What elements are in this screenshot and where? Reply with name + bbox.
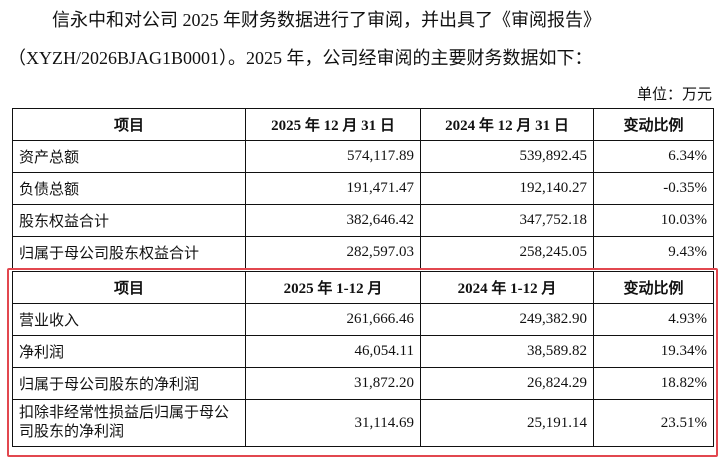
table-row: 归属于母公司股东权益合计 282,597.03 258,245.05 9.43%: [12, 236, 714, 269]
row-label: 归属于母公司股东权益合计: [12, 236, 246, 269]
change-ratio: 6.34%: [593, 140, 714, 173]
change-ratio: 9.43%: [593, 236, 714, 269]
header-2025: 2025 年 1-12 月: [245, 271, 421, 304]
table-row: 负债总额 191,471.47 192,140.27 -0.35%: [12, 172, 714, 205]
row-label: 股东权益合计: [12, 204, 246, 237]
table-row: 股东权益合计 382,646.42 347,752.18 10.03%: [12, 204, 714, 237]
value-2025: 382,646.42: [245, 204, 421, 237]
value-2024: 26,824.29: [420, 367, 594, 400]
unit-label: 单位：万元: [636, 87, 712, 103]
change-ratio: 19.34%: [593, 335, 714, 368]
value-2025: 574,117.89: [245, 140, 421, 173]
row-label: 归属于母公司股东的净利润: [12, 367, 246, 400]
value-2025: 282,597.03: [245, 236, 421, 269]
row-label: 扣除非经常性损益后归属于母公司股东的净利润: [12, 399, 246, 447]
header-change: 变动比例: [593, 108, 714, 141]
table-row: 归属于母公司股东的净利润 31,872.20 26,824.29 18.82%: [12, 367, 714, 400]
table-row: 营业收入 261,666.46 249,382.90 4.93%: [12, 303, 714, 336]
paragraph-line-1: 信永中和对公司 2025 年财务数据进行了审阅，并出具了《审阅报告》: [52, 10, 601, 30]
change-ratio: 10.03%: [593, 204, 714, 237]
value-2025: 31,114.69: [245, 399, 421, 447]
table-header-row: 项目 2025 年 12 月 31 日 2024 年 12 月 31 日 变动比…: [12, 108, 714, 141]
table-row: 扣除非经常性损益后归属于母公司股东的净利润 31,114.69 25,191.14 2…: [12, 399, 714, 447]
value-2025: 46,054.11: [245, 335, 421, 368]
income-table: 项目 2025 年 1-12 月 2024 年 1-12 月 变动比例 营业收入…: [12, 271, 714, 447]
value-2025: 31,872.20: [245, 367, 421, 400]
balance-sheet-table: 项目 2025 年 12 月 31 日 2024 年 12 月 31 日 变动比…: [12, 108, 714, 269]
table-row: 资产总额 574,117.89 539,892.45 6.34%: [12, 140, 714, 173]
change-ratio: -0.35%: [593, 172, 714, 205]
value-2024: 539,892.45: [420, 140, 594, 173]
value-2024: 38,589.82: [420, 335, 594, 368]
header-change: 变动比例: [593, 271, 714, 304]
header-item: 项目: [12, 271, 246, 304]
value-2024: 249,382.90: [420, 303, 594, 336]
value-2024: 192,140.27: [420, 172, 594, 205]
row-label: 资产总额: [12, 140, 246, 173]
header-2025: 2025 年 12 月 31 日: [245, 108, 421, 141]
table-header-row: 项目 2025 年 1-12 月 2024 年 1-12 月 变动比例: [12, 271, 714, 304]
header-item: 项目: [12, 108, 246, 141]
value-2025: 191,471.47: [245, 172, 421, 205]
value-2024: 347,752.18: [420, 204, 594, 237]
change-ratio: 18.82%: [593, 367, 714, 400]
header-2024: 2024 年 12 月 31 日: [420, 108, 594, 141]
highlight-box: [7, 268, 718, 457]
value-2024: 25,191.14: [420, 399, 594, 447]
paragraph-line-2: （XYZH/2026BJAG1B0001）。2025 年，公司经审阅的主要财务数…: [8, 48, 593, 68]
table-row: 净利润 46,054.11 38,589.82 19.34%: [12, 335, 714, 368]
row-label: 负债总额: [12, 172, 246, 205]
change-ratio: 4.93%: [593, 303, 714, 336]
change-ratio: 23.51%: [593, 399, 714, 447]
value-2024: 258,245.05: [420, 236, 594, 269]
row-label: 净利润: [12, 335, 246, 368]
